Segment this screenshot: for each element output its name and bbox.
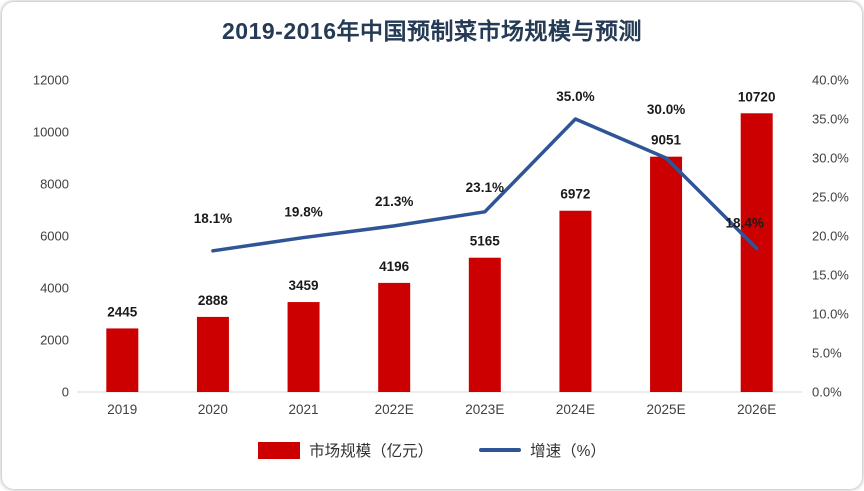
right-axis-tick-label: 10.0%: [812, 307, 849, 322]
right-axis-tick-label: 25.0%: [812, 190, 849, 205]
line-swatch-icon: [479, 448, 522, 452]
left-axis-tick-label: 0: [62, 385, 69, 400]
market-size-bar: [106, 328, 139, 392]
category-label: 2024E: [556, 402, 595, 417]
right-axis-tick-label: 5.0%: [812, 346, 842, 361]
chart-title: 2019-2016年中国预制菜市场规模与预测: [222, 18, 642, 44]
category-label: 2026E: [737, 402, 776, 417]
chart-legend: 市场规模（亿元） 增速（%）: [2, 439, 862, 461]
growth-value-label: 19.8%: [284, 205, 322, 220]
growth-value-label: 30.0%: [647, 102, 685, 117]
right-axis-tick-label: 35.0%: [812, 112, 849, 127]
right-axis-tick-label: 15.0%: [812, 268, 849, 283]
bar-swatch-icon: [258, 441, 301, 459]
category-label: 2023E: [465, 402, 504, 417]
market-size-bar: [559, 210, 592, 392]
left-axis-tick-label: 12000: [33, 73, 69, 88]
market-size-bar: [740, 113, 773, 392]
bar-value-label: 9051: [651, 133, 682, 148]
left-axis-tick-label: 10000: [33, 125, 69, 140]
left-axis-tick-label: 2000: [40, 333, 69, 348]
market-size-bar: [650, 156, 683, 392]
right-axis-tick-label: 20.0%: [812, 229, 849, 244]
market-size-bar: [287, 302, 320, 392]
category-label: 2019: [107, 402, 137, 417]
bar-value-label: 6972: [560, 187, 590, 202]
bar-value-label: 2888: [198, 293, 229, 308]
category-label: 2021: [289, 402, 319, 417]
bar-value-label: 3459: [289, 278, 319, 293]
bar-value-label: 4196: [379, 259, 410, 274]
market-size-bar: [468, 257, 501, 392]
legend-item-market-size: 市场规模（亿元）: [258, 439, 433, 461]
bar-value-label: 5165: [470, 234, 501, 249]
market-size-bar: [196, 316, 229, 392]
legend-label-market-size: 市场规模（亿元）: [309, 443, 434, 460]
legend-item-growth: 增速（%）: [479, 439, 606, 461]
legend-label-growth: 增速（%）: [530, 443, 606, 460]
category-label: 2022E: [375, 402, 414, 417]
left-axis-tick-label: 4000: [40, 281, 69, 296]
growth-line: [211, 117, 759, 253]
bar-value-label: 10720: [738, 89, 776, 104]
bar-value-label: 2445: [107, 304, 138, 319]
growth-value-label: 35.0%: [556, 89, 594, 104]
combo-chart: 0 2000 4000 6000 8000 10000 12000 0.0% 5.0% 10.0%…: [33, 73, 849, 418]
growth-value-label: 23.1%: [466, 180, 504, 195]
right-axis-tick-label: 40.0%: [812, 73, 849, 88]
right-axis-tick-label: 30.0%: [812, 151, 849, 166]
left-axis-tick-label: 8000: [40, 177, 69, 192]
left-axis-tick-label: 6000: [40, 229, 69, 244]
growth-value-label: 18.1%: [194, 211, 232, 226]
growth-value-label: 18.4%: [726, 215, 764, 230]
market-size-bar: [378, 282, 411, 392]
category-label: 2025E: [647, 402, 686, 417]
right-axis-tick-label: 0.0%: [812, 385, 842, 400]
growth-value-label: 21.3%: [375, 194, 413, 209]
category-label: 2020: [198, 402, 228, 417]
